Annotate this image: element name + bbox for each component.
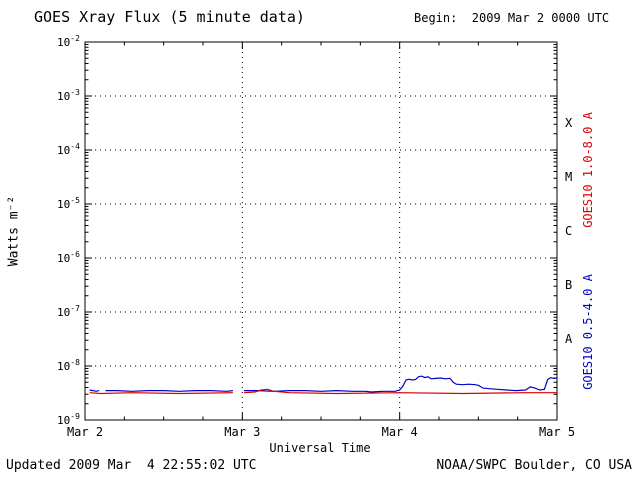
class-label: C bbox=[565, 224, 572, 238]
class-labels: X M C B A bbox=[565, 116, 573, 346]
y-tick-label: 10-8 bbox=[57, 358, 80, 373]
plot-frame bbox=[84, 41, 558, 421]
source-credit: NOAA/SWPC Boulder, CO USA bbox=[436, 458, 632, 473]
series-path bbox=[89, 388, 557, 395]
grid-lines bbox=[85, 42, 557, 420]
class-label: M bbox=[565, 170, 572, 184]
y-tick-label: 10-6 bbox=[57, 250, 80, 265]
red-series-label: GOES10 1.0-8.0 A bbox=[581, 112, 595, 228]
y-tick-label: 10-2 bbox=[57, 34, 80, 49]
y-axis-label: Watts m⁻² bbox=[6, 195, 22, 267]
y-axis: 10-2 10-3 10-4 10-5 10-6 10-7 10-8 10-9 bbox=[57, 34, 557, 427]
x-axis: Mar 2 Mar 3 Mar 4 Mar 5 bbox=[67, 42, 575, 439]
y-tick-label: 10-3 bbox=[57, 88, 80, 103]
class-label: X bbox=[565, 116, 573, 130]
series-red bbox=[89, 388, 557, 395]
x-tick-label: Mar 4 bbox=[382, 425, 418, 439]
begin-label: Begin: 2009 Mar 2 0000 UTC bbox=[414, 11, 610, 25]
x-tick-label: Mar 5 bbox=[539, 425, 575, 439]
y-tick-label: 10-7 bbox=[57, 304, 80, 319]
series-path bbox=[89, 375, 558, 393]
class-label: B bbox=[565, 278, 572, 292]
x-tick-label: Mar 3 bbox=[224, 425, 260, 439]
x-axis-label: Universal Time bbox=[269, 441, 371, 455]
class-label: A bbox=[565, 332, 573, 346]
x-tick-label: Mar 2 bbox=[67, 425, 103, 439]
series-blue bbox=[89, 375, 558, 393]
chart-title: GOES Xray Flux (5 minute data) bbox=[34, 8, 305, 26]
y-tick-label: 10-9 bbox=[57, 412, 80, 427]
y-tick-label: 10-4 bbox=[57, 142, 80, 157]
blue-series-label: GOES10 0.5-4.0 A bbox=[581, 274, 595, 390]
y-tick-label: 10-5 bbox=[57, 196, 80, 211]
updated-timestamp: Updated 2009 Mar 4 22:55:02 UTC bbox=[6, 458, 257, 473]
